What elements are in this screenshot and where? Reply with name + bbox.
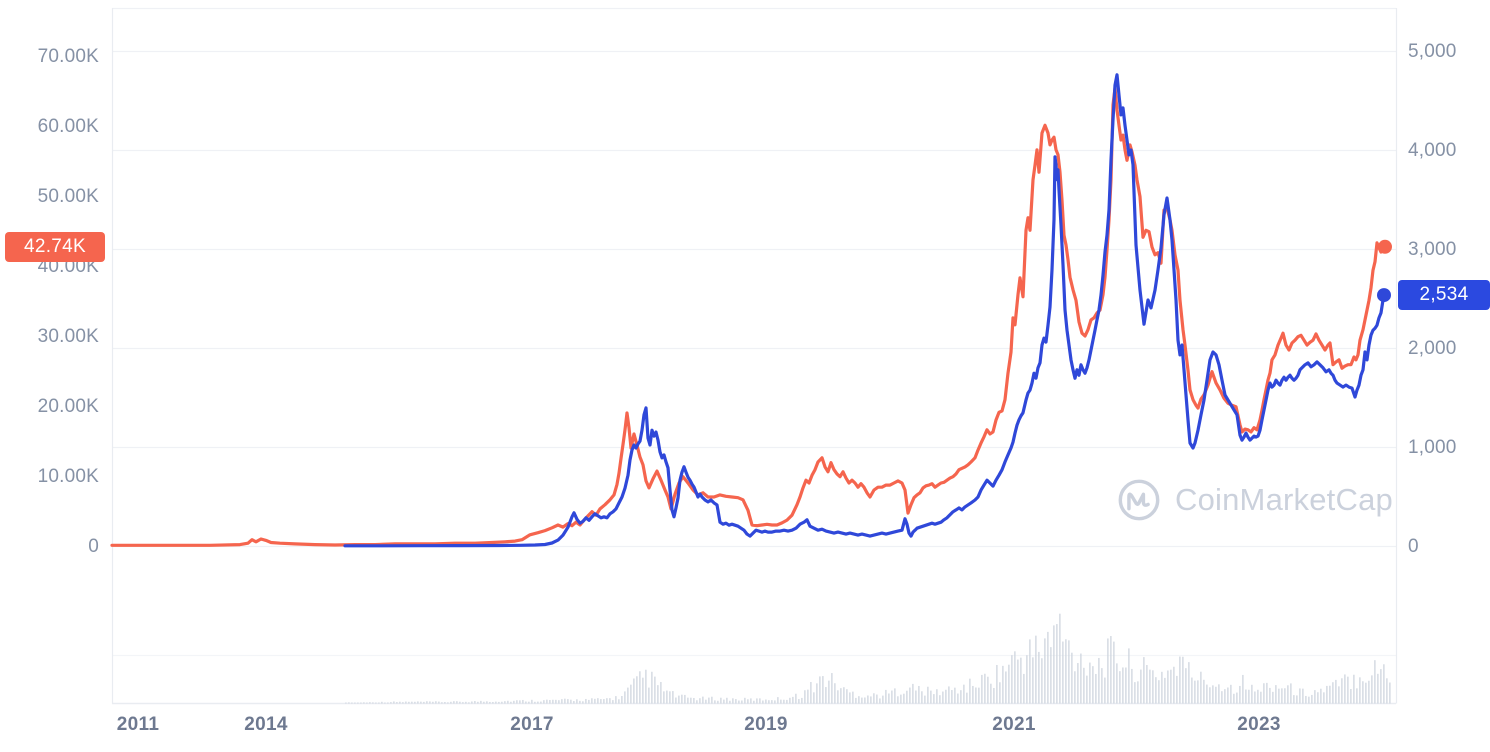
x-axis-tick-2014: 2014 [244,714,288,735]
right-axis-tick-5,000: 5,000 [1408,41,1457,62]
x-axis-tick-2011: 2011 [116,714,160,735]
price-lines [110,73,1392,548]
right-axis-tick-1,000: 1,000 [1408,437,1457,458]
coinmarketcap-logo-icon [1118,479,1160,521]
right-axis-tick-0: 0 [1408,536,1419,557]
left-axis-tick-50.00K: 50.00K [37,186,99,207]
right-axis-tick-3,000: 3,000 [1408,239,1457,260]
left-axis-tick-30.00K: 30.00K [37,326,99,347]
blue-latest-price-dot [1377,288,1391,303]
gridlines [111,7,1398,705]
left-axis-tick-0: 0 [88,536,99,557]
right-axis-tick-2,000: 2,000 [1408,338,1457,359]
watermark-text: CoinMarketCap [1175,482,1393,517]
blue-price-line [343,73,1386,548]
left-axis-tick-60.00K: 60.00K [37,116,99,137]
orange-latest-price-dot [1378,239,1392,254]
left-axis-tick-10.00K: 10.00K [37,466,99,487]
right-axis-tick-4,000: 4,000 [1408,140,1457,161]
x-axis-tick-2021: 2021 [992,714,1036,735]
coinmarketcap-watermark: CoinMarketCap [1116,477,1393,523]
x-axis-tick-2023: 2023 [1237,714,1281,735]
x-axis-tick-2019: 2019 [744,714,788,735]
x-axis-tick-2017: 2017 [510,714,554,735]
right-axis-current-value-badge: 2,534 [1398,280,1490,311]
left-axis-tick-70.00K: 70.00K [37,46,99,67]
left-axis-current-value-badge: 42.74K [5,231,105,262]
orange-price-line [110,86,1387,547]
left-axis-tick-20.00K: 20.00K [37,396,99,417]
volume-bars [345,613,1391,704]
